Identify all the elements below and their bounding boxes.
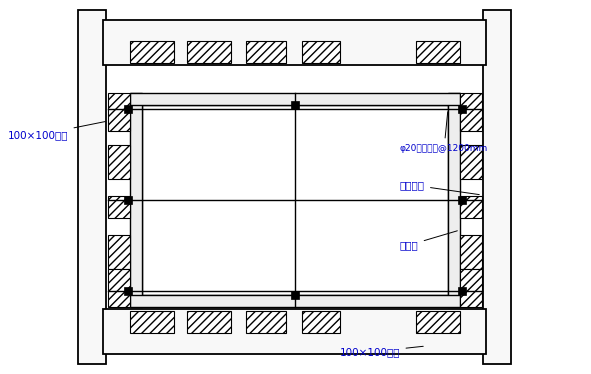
Bar <box>416 311 460 333</box>
Bar <box>124 105 132 113</box>
Text: 限位螺栓: 限位螺栓 <box>400 180 479 194</box>
Text: 100×100方木: 100×100方木 <box>340 346 423 357</box>
Bar <box>187 311 231 333</box>
Bar <box>448 93 460 307</box>
Bar <box>108 235 130 269</box>
Text: 胶合板: 胶合板 <box>400 231 457 250</box>
Bar <box>246 311 286 333</box>
Bar <box>460 145 482 179</box>
Bar <box>460 93 482 131</box>
Bar <box>142 105 448 295</box>
Bar <box>78 10 106 364</box>
Bar <box>130 93 142 307</box>
Bar <box>108 93 130 131</box>
Bar <box>458 196 466 204</box>
Bar <box>124 287 132 295</box>
Bar <box>108 145 130 179</box>
Bar <box>130 41 174 63</box>
Bar <box>108 196 130 218</box>
Bar <box>103 309 486 354</box>
Bar <box>302 41 340 63</box>
Bar <box>108 269 130 307</box>
Bar <box>483 10 511 364</box>
Bar <box>130 93 460 105</box>
Text: 100×100方木: 100×100方木 <box>8 122 105 140</box>
Bar <box>460 269 482 307</box>
Bar <box>103 20 486 65</box>
Bar <box>246 41 286 63</box>
Bar <box>291 101 299 109</box>
Bar <box>416 41 460 63</box>
Bar <box>460 196 482 218</box>
Bar <box>458 105 466 113</box>
Text: φ20以上限位@1200mm: φ20以上限位@1200mm <box>400 112 488 153</box>
Bar <box>130 311 174 333</box>
Bar <box>130 295 460 307</box>
Bar <box>302 311 340 333</box>
Bar <box>124 196 132 204</box>
Bar <box>460 235 482 269</box>
Bar <box>291 291 299 299</box>
Bar <box>187 41 231 63</box>
Bar <box>458 287 466 295</box>
